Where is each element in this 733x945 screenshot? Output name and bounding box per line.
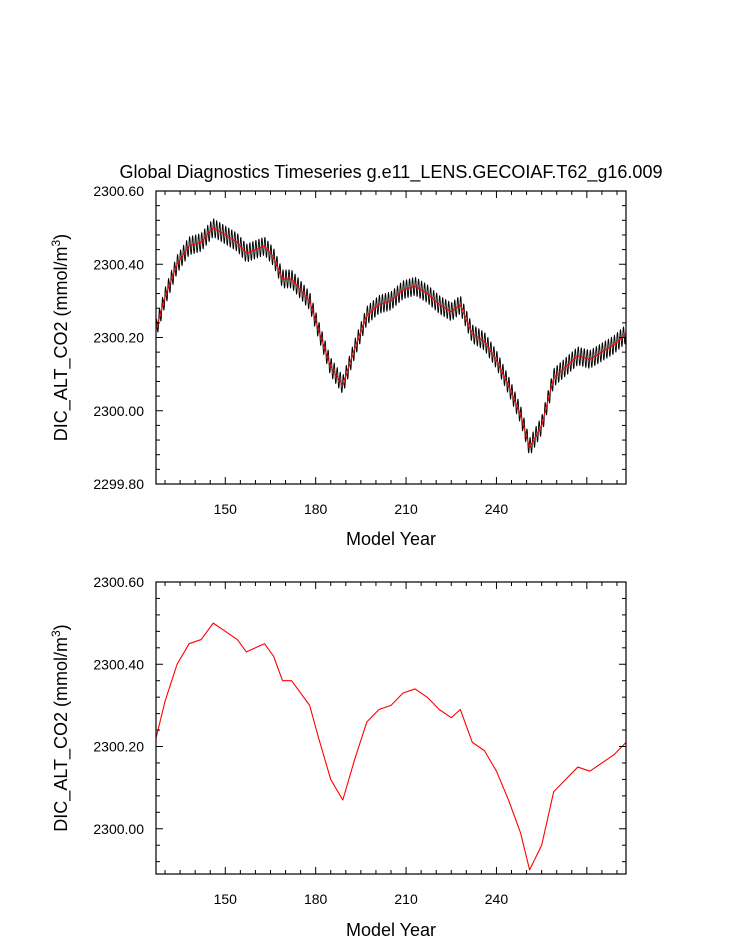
bottom-y-tick-label: 2300.60 [93,574,144,590]
top-series-monthly-line [155,218,627,454]
bottom-x-tick-label: 150 [214,891,238,907]
top-x-tick-label: 150 [214,501,238,517]
bottom-x-tick-label: 210 [394,891,418,907]
top-plot-marks [155,218,627,454]
chart-title: Global Diagnostics Timeseries g.e11_LENS… [120,162,663,183]
bottom-panel: 150 180 210 240 2300.00 2300.20 2300.40 2300.60… [49,574,627,940]
bottom-x-tick-label: 240 [485,891,509,907]
top-x-tick-label: 240 [485,501,509,517]
bottom-plot-frame [155,581,627,875]
bottom-y-axis-title-superscript: 3 [49,630,63,637]
top-x-tick-label: 180 [304,501,328,517]
bottom-ticks: 150 180 210 240 2300.00 2300.20 2300.40 2300.60 [93,574,626,907]
top-x-tick-label: 210 [394,501,418,517]
bottom-x-axis-title: Model Year [346,920,436,940]
top-y-tick-label: 2300.00 [93,403,144,419]
top-ticks: 150 180 210 240 2299.80 2300.00 2300.20 2300.40… [93,183,626,517]
top-panel: Global Diagnostics Timeseries g.e11_LENS… [49,162,662,549]
bottom-series-annual-mean-line [155,622,627,871]
bottom-y-tick-label: 2300.20 [93,739,144,755]
bottom-y-axis-title-tail: ) [51,624,71,630]
top-series-annual-mean-line [155,227,627,448]
bottom-y-tick-label: 2300.00 [93,821,144,837]
bottom-y-axis-title-main: DIC_ALT_CO2 (mmol/m [51,637,72,832]
bottom-plot-marks [155,622,627,871]
top-y-tick-label: 2300.60 [93,183,144,199]
top-y-tick-label: 2300.40 [93,256,144,272]
top-y-axis-title-superscript: 3 [49,239,63,246]
top-x-axis-title: Model Year [346,529,436,549]
top-y-axis-title-main: DIC_ALT_CO2 (mmol/m [51,246,72,441]
bottom-y-tick-label: 2300.40 [93,656,144,672]
top-y-tick-label: 2299.80 [93,476,144,492]
top-y-tick-label: 2300.20 [93,330,144,346]
bottom-y-axis-title: DIC_ALT_CO2 (mmol/m3) [49,624,72,831]
top-y-axis-title: DIC_ALT_CO2 (mmol/m3) [49,234,72,441]
top-y-axis-title-tail: ) [51,234,71,240]
bottom-x-tick-label: 180 [304,891,328,907]
